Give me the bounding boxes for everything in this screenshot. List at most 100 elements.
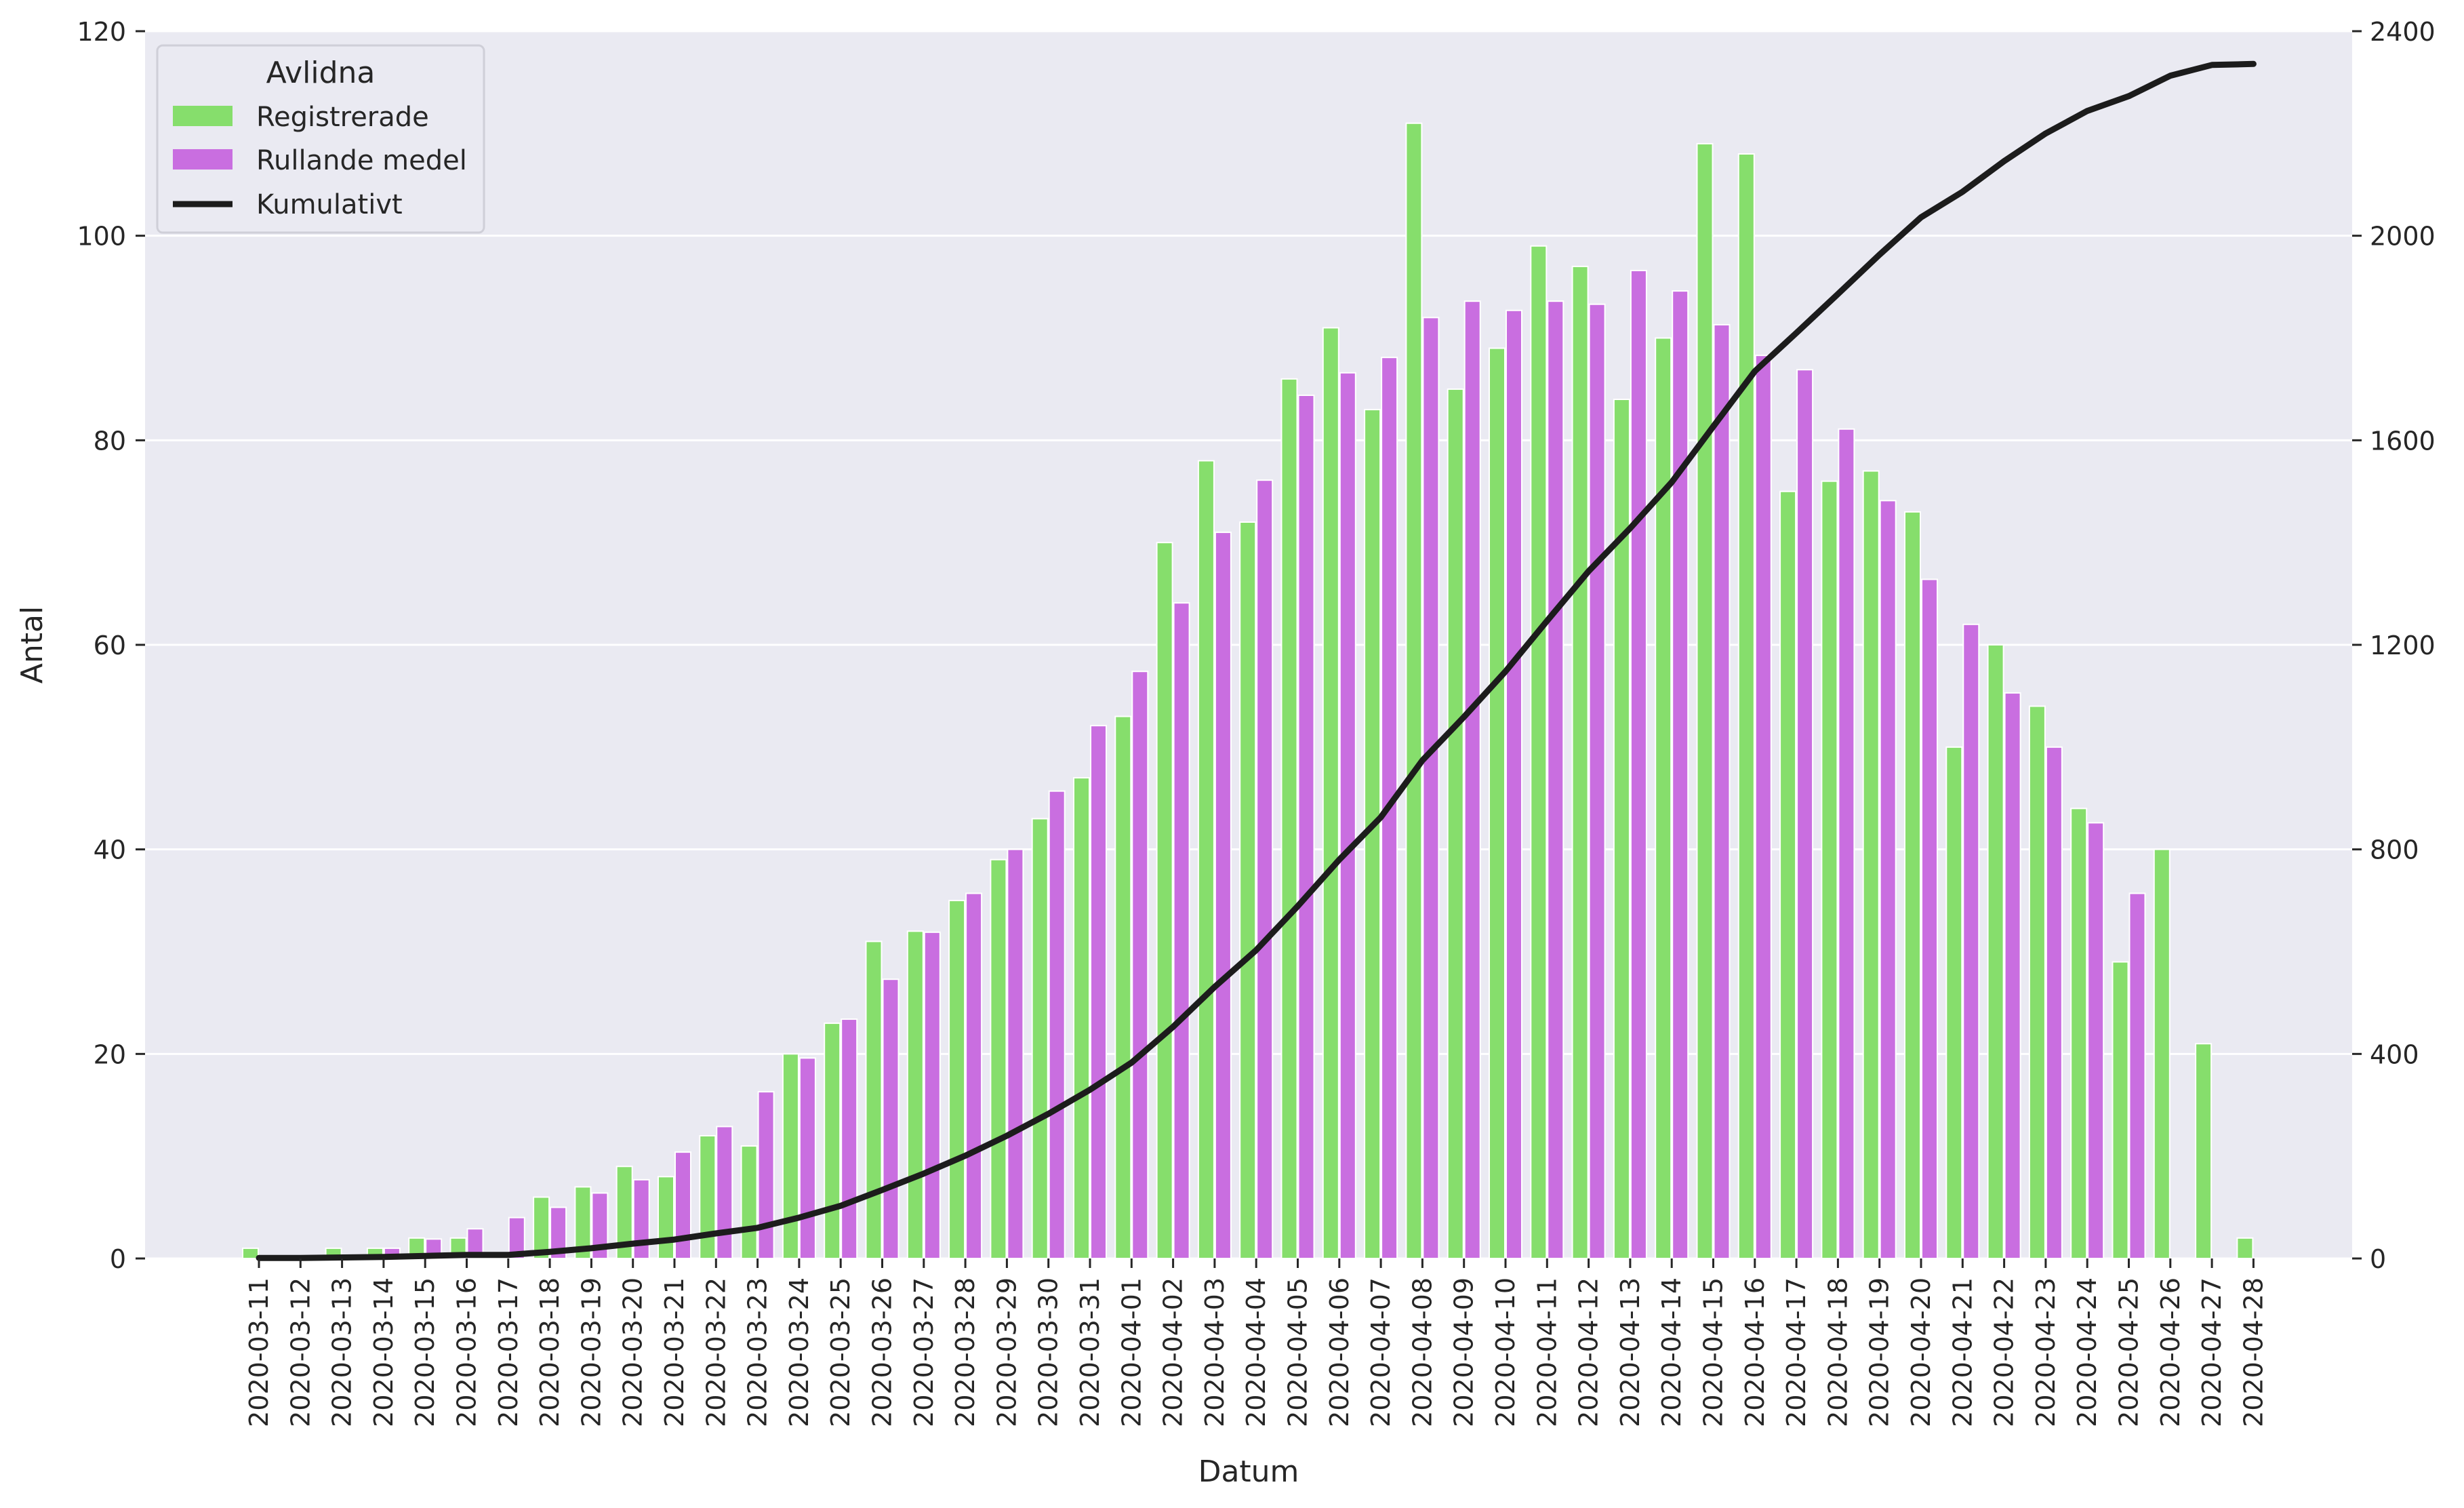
y-right-tick-label: 1600: [2370, 426, 2436, 456]
bar-rullande-medel: [1796, 369, 1814, 1260]
bar-rullande-medel: [965, 892, 983, 1259]
bar-registrerade: [1114, 715, 1132, 1260]
legend-swatch-rullande-medel: [173, 149, 233, 170]
y-axis-right: 0 400 800 1200 1600 2000 2400: [2352, 17, 2436, 1274]
bar-registrerade: [1156, 542, 1173, 1260]
x-tick-label: 2020-04-09: [1449, 1277, 1479, 1427]
x-tick-label: 2020-04-20: [1906, 1277, 1936, 1427]
y-right-tick-label: 2400: [2370, 17, 2436, 47]
bar-rullande-medel: [757, 1091, 775, 1260]
x-tick-label: 2020-04-16: [1740, 1277, 1770, 1427]
bar-registrerade: [1322, 327, 1339, 1260]
x-tick-label: 2020-04-08: [1407, 1277, 1437, 1427]
bar-registrerade: [533, 1196, 550, 1259]
bar-registrerade: [906, 930, 924, 1260]
bar-rullande-medel: [632, 1178, 650, 1259]
bar-registrerade: [658, 1176, 674, 1260]
bar-rullande-medel: [1048, 790, 1066, 1259]
bar-registrerade: [1696, 142, 1714, 1260]
bar-registrerade: [1987, 644, 2004, 1259]
x-tick-label: 2020-03-18: [535, 1277, 565, 1427]
bar-registrerade: [2070, 808, 2088, 1260]
x-axis-label: Datum: [1198, 1454, 1299, 1489]
bar-registrerade: [1779, 490, 1797, 1259]
bar-registrerade: [1447, 388, 1464, 1260]
x-tick-label: 2020-04-27: [2197, 1277, 2227, 1427]
bar-registrerade: [1530, 245, 1548, 1259]
y-right-tick-label: 0: [2370, 1244, 2386, 1274]
x-tick-label: 2020-04-12: [1574, 1277, 1604, 1427]
x-tick-label: 2020-03-11: [244, 1277, 274, 1427]
x-tick-label: 2020-03-12: [285, 1277, 315, 1427]
bar-rullande-medel: [1256, 479, 1274, 1259]
bar-rullande-medel: [1921, 578, 1938, 1259]
bar-rullande-medel: [466, 1228, 484, 1259]
x-tick-label: 2020-04-22: [1990, 1277, 2019, 1427]
x-tick-label: 2020-04-10: [1491, 1277, 1520, 1427]
bar-rullande-medel: [1339, 372, 1356, 1259]
bar-rullande-medel: [1879, 500, 1897, 1260]
x-tick-label: 2020-03-27: [909, 1277, 939, 1427]
bar-rullande-medel: [1838, 428, 1855, 1259]
x-tick-label: 2020-04-21: [1947, 1277, 1977, 1427]
bar-registrerade: [1613, 399, 1630, 1259]
bar-rullande-medel: [550, 1206, 567, 1260]
y-right-tick-label: 800: [2370, 835, 2419, 865]
bar-rullande-medel: [1506, 309, 1522, 1259]
y-left-tick-label: 40: [94, 835, 126, 865]
x-tick-label: 2020-03-16: [452, 1277, 482, 1427]
x-tick-label: 2020-03-30: [1034, 1277, 1064, 1427]
bar-registrerade: [1737, 153, 1755, 1259]
bar-rullande-medel: [1297, 394, 1315, 1259]
bar-rullande-medel: [716, 1126, 733, 1260]
bar-rullande-medel: [591, 1192, 609, 1260]
bar-rullande-medel: [1713, 323, 1731, 1259]
x-tick-label: 2020-04-23: [2031, 1277, 2061, 1427]
x-tick-label: 2020-04-02: [1158, 1277, 1188, 1427]
x-tick-label: 2020-03-21: [660, 1277, 689, 1427]
x-tick-label: 2020-03-28: [950, 1277, 980, 1427]
y-left-tick-label: 0: [110, 1244, 126, 1274]
bar-rullande-medel: [1214, 532, 1232, 1259]
bar-registrerade: [1197, 460, 1215, 1259]
bar-registrerade: [1239, 521, 1257, 1259]
bars: [242, 122, 2254, 1260]
x-tick-label: 2020-04-11: [1532, 1277, 1562, 1427]
legend-label-kumulativt: Kumulativt: [256, 189, 403, 220]
bar-rullande-medel: [1588, 303, 1606, 1260]
x-tick-label: 2020-04-06: [1325, 1277, 1354, 1427]
x-tick-label: 2020-04-24: [2072, 1277, 2102, 1427]
x-tick-label: 2020-04-04: [1241, 1277, 1271, 1427]
x-tick-label: 2020-03-31: [1075, 1277, 1105, 1427]
x-tick-label: 2020-04-25: [2114, 1277, 2144, 1427]
bar-rullande-medel: [882, 978, 900, 1259]
bar-registrerade: [865, 940, 883, 1259]
y-axis-left: 0 20 40 60 80 100 120: [77, 17, 145, 1274]
y-left-tick-label: 120: [77, 17, 126, 47]
y-left-tick-label: 100: [77, 222, 126, 252]
x-tick-label: 2020-04-18: [1823, 1277, 1853, 1427]
bar-registrerade: [782, 1053, 799, 1260]
bar-registrerade: [242, 1247, 259, 1259]
bar-rullande-medel: [1962, 623, 1980, 1259]
bar-rullande-medel: [1090, 725, 1107, 1259]
y-left-tick-label: 20: [94, 1039, 126, 1069]
bar-rullande-medel: [2128, 892, 2146, 1259]
x-tick-label: 2020-04-26: [2156, 1277, 2185, 1427]
bar-rullande-medel: [1630, 269, 1647, 1260]
x-tick-label: 2020-04-28: [2238, 1277, 2268, 1427]
x-tick-label: 2020-04-19: [1865, 1277, 1895, 1427]
bar-rullande-medel: [1173, 602, 1190, 1259]
bar-registrerade: [1405, 122, 1423, 1259]
bar-rullande-medel: [2045, 746, 2063, 1260]
bar-registrerade: [615, 1166, 633, 1259]
bar-registrerade: [1862, 470, 1880, 1259]
x-tick-label: 2020-04-05: [1283, 1277, 1313, 1427]
bar-registrerade: [740, 1145, 758, 1260]
bar-rullande-medel: [2004, 692, 2021, 1259]
x-tick-label: 2020-04-13: [1615, 1277, 1645, 1427]
bar-rullande-medel: [674, 1151, 691, 1259]
legend-box: [156, 44, 485, 234]
series-line-kumulativt: [256, 60, 2257, 1261]
